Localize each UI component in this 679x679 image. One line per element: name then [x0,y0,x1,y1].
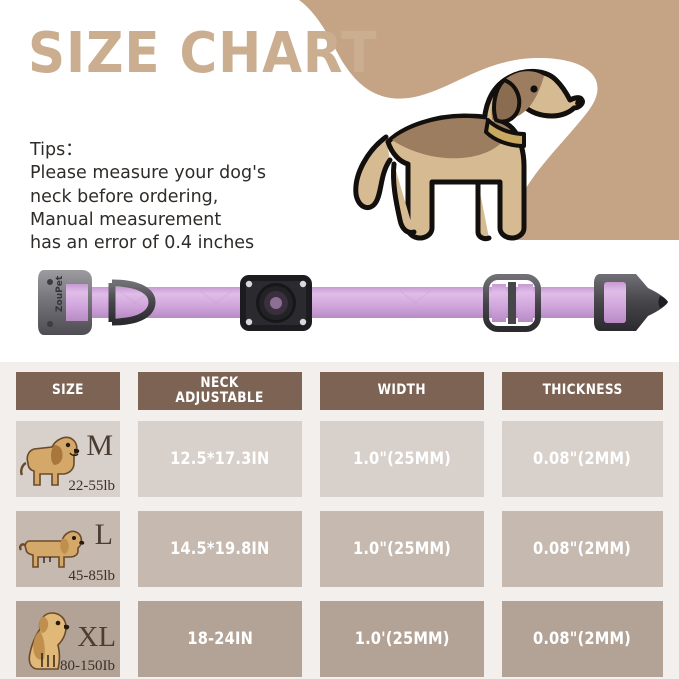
column-header-neck-line2: ADJUSTABLE [175,390,265,406]
size-cell-xl: XL 80-150Ib [16,601,120,677]
size-weight-m: 22-55lb [68,478,115,494]
thickness-value-m: 0.08"(2MM) [502,421,663,497]
column-header-width: WIDTH [320,372,484,410]
dog-standing-side-icon [344,42,596,257]
neck-value-l: 14.5*19.8IN [138,511,302,587]
neck-value-l-text: 14.5*19.8IN [170,539,270,559]
table-header-row: SIZE NECK ADJUSTABLE WIDTH THICKNESS [16,372,663,410]
column-header-neck-line1: NECK [200,374,240,391]
dog-dachshund-icon [19,530,85,568]
neck-value-m-text: 12.5*17.3IN [170,449,270,469]
thickness-value-xl: 0.08"(2MM) [502,601,663,677]
table-row: M 22-55lb 12.5*17.3IN 1.0"(25MM) 0.08"(2… [16,421,663,497]
size-table: SIZE NECK ADJUSTABLE WIDTH THICKNESS [0,362,679,679]
column-header-thickness: THICKNESS [502,372,663,410]
size-letter-l: L [94,518,113,551]
thickness-value-m-text: 0.08"(2MM) [533,449,632,469]
neck-value-xl: 18-24IN [138,601,302,677]
width-value-l: 1.0"(25MM) [320,511,484,587]
dog-sitting-labrador-icon [28,612,70,670]
neck-value-m: 12.5*17.3IN [138,421,302,497]
tips-line-2: neck before ordering, [30,186,219,207]
size-letter-m: M [86,429,113,462]
size-cell-m: M 22-55lb [16,421,120,497]
tips-line-1: Please measure your dog's [30,163,267,184]
width-value-xl: 1.0'(25MM) [320,601,484,677]
size-weight-l: 45-85lb [68,568,115,584]
table-row: XL 80-150Ib 18-24IN 1.0'(25MM) 0.08"(2MM… [16,601,663,677]
tips-line-4: has an error of 0.4 inches [30,233,255,254]
width-value-m-text: 1.0"(25MM) [352,449,452,469]
size-weight-xl: 80-150Ib [60,658,115,674]
width-value-l-text: 1.0"(25MM) [352,539,452,559]
page-title: SIZE CHART [28,21,378,86]
size-cell-l: L 45-85lb [16,511,120,587]
column-header-size-label: SIZE [52,382,84,399]
width-value-m: 1.0"(25MM) [320,421,484,497]
table-row: L 45-85lb 14.5*19.8IN 1.0"(25MM) 0.08"(2… [16,511,663,587]
width-value-xl-text: 1.0'(25MM) [354,629,450,649]
thickness-value-l-text: 0.08"(2MM) [533,539,632,559]
tips-block: Tips： Please measure your dog's neck bef… [30,139,330,255]
thickness-value-xl-text: 0.08"(2MM) [533,629,632,649]
svg-text:ZouPet: ZouPet [55,275,65,312]
dog-standing-beagle-icon [20,436,80,486]
tips-line-3: Manual measurement [30,209,222,230]
column-header-size: SIZE [16,372,120,410]
column-header-neck-adjustable: NECK ADJUSTABLE [138,372,302,410]
neck-value-xl-text: 18-24IN [187,629,253,649]
tips-line-0: Tips： [30,140,83,160]
column-header-thickness-label: THICKNESS [542,382,623,399]
size-letter-xl: XL [77,621,116,653]
collar-photo: ZouPet [0,258,679,362]
thickness-value-l: 0.08"(2MM) [502,511,663,587]
column-header-width-label: WIDTH [377,382,427,399]
